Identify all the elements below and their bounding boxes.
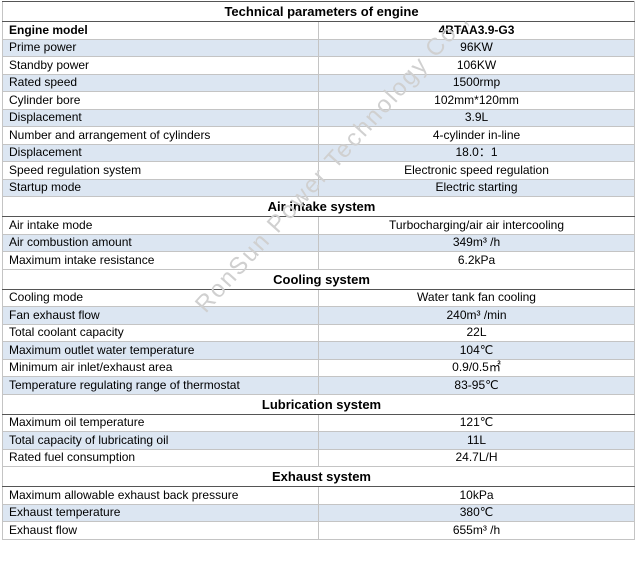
row-value: 83-95℃	[317, 376, 636, 395]
row-label: Rated speed	[2, 73, 319, 92]
engine-model-row: Engine model 4BTAA3.9-G3	[2, 21, 636, 40]
row-value: Water tank fan cooling	[317, 288, 636, 307]
row-label: Displacement	[2, 143, 319, 162]
table-row: Maximum outlet water temperature 104℃	[2, 341, 636, 360]
row-label: Total coolant capacity	[2, 323, 319, 342]
section-header-cooling: Cooling system	[1, 268, 636, 290]
row-label: Maximum intake resistance	[2, 251, 319, 270]
table-row: Exhaust flow 655m³ /h	[2, 521, 636, 540]
table-row: Prime power 96KW	[2, 38, 636, 57]
row-label: Cooling mode	[2, 288, 319, 307]
row-value: Turbocharging/air air intercooling	[317, 216, 636, 235]
row-value: 24.7L/H	[317, 448, 636, 467]
row-value: 655m³ /h	[317, 521, 636, 540]
section-title: Lubrication system	[1, 393, 636, 415]
section-title: Cooling system	[1, 268, 636, 290]
row-value: 10kPa	[317, 486, 636, 505]
table-row: Air intake mode Turbocharging/air air in…	[2, 216, 636, 235]
row-label: Maximum allowable exhaust back pressure	[2, 486, 319, 505]
row-value: 121℃	[317, 413, 636, 432]
row-value: 1500rmp	[317, 73, 636, 92]
table-row: Startup mode Electric starting	[2, 178, 636, 197]
row-label: Air combustion amount	[2, 233, 319, 252]
table-row: Rated fuel consumption 24.7L/H	[2, 448, 636, 467]
row-value: 240m³ /min	[317, 306, 636, 325]
row-value: 0.9/0.5㎡	[317, 358, 636, 377]
engine-spec-table: Technical parameters of engine Engine mo…	[1, 1, 636, 540]
table-row: Air combustion amount 349m³ /h	[2, 233, 636, 252]
table-row: Fan exhaust flow 240m³ /min	[2, 306, 636, 325]
section-header-exhaust: Exhaust system	[1, 466, 636, 487]
table-row: Displacement 18.0：1	[2, 143, 636, 162]
table-title: Technical parameters of engine	[1, 1, 636, 22]
row-label: Displacement	[2, 108, 319, 127]
row-value: 22L	[317, 323, 636, 342]
row-value: 3.9L	[317, 108, 636, 127]
row-value: 380℃	[317, 503, 636, 522]
table-row: Exhaust temperature 380℃	[2, 503, 636, 522]
table-row: Total coolant capacity 22L	[2, 323, 636, 342]
row-value: 4BTAA3.9-G3	[317, 21, 636, 40]
row-value: 349m³ /h	[317, 233, 636, 252]
table-title-row: Technical parameters of engine	[1, 1, 636, 22]
section-header-lubrication: Lubrication system	[1, 393, 636, 415]
row-label: Rated fuel consumption	[2, 448, 319, 467]
table-row: Minimum air inlet/exhaust area 0.9/0.5㎡	[2, 358, 636, 377]
row-value: 4-cylinder in-line	[317, 126, 636, 145]
row-label: Exhaust flow	[2, 521, 319, 540]
table-row: Displacement 3.9L	[2, 108, 636, 127]
row-label: Prime power	[2, 38, 319, 57]
row-label: Fan exhaust flow	[2, 306, 319, 325]
table-row: Standby power 106KW	[2, 56, 636, 75]
row-label: Startup mode	[2, 178, 319, 197]
section-title: Exhaust system	[1, 466, 636, 487]
table-row: Speed regulation system Electronic speed…	[2, 161, 636, 180]
row-label: Air intake mode	[2, 216, 319, 235]
row-label: Minimum air inlet/exhaust area	[2, 358, 319, 377]
row-value: 106KW	[317, 56, 636, 75]
section-header-air-intake: Air intake system	[1, 196, 636, 217]
table-row: Maximum oil temperature 121℃	[2, 413, 636, 432]
row-value: 102mm*120mm	[317, 91, 636, 110]
table-row: Total capacity of lubricating oil 11L	[2, 431, 636, 450]
row-label: Maximum oil temperature	[2, 413, 319, 432]
row-label: Cylinder bore	[2, 91, 319, 110]
table-row: Number and arrangement of cylinders 4-cy…	[2, 126, 636, 145]
row-value: 6.2kPa	[317, 251, 636, 270]
row-value: 104℃	[317, 341, 636, 360]
row-label: Engine model	[2, 21, 319, 40]
row-label: Number and arrangement of cylinders	[2, 126, 319, 145]
row-label: Standby power	[2, 56, 319, 75]
row-label: Temperature regulating range of thermost…	[2, 376, 319, 395]
row-label: Speed regulation system	[2, 161, 319, 180]
row-value: 96KW	[317, 38, 636, 57]
section-title: Air intake system	[1, 196, 636, 217]
table-row: Maximum intake resistance 6.2kPa	[2, 251, 636, 270]
row-label: Total capacity of lubricating oil	[2, 431, 319, 450]
row-value: Electric starting	[317, 178, 636, 197]
row-label: Maximum outlet water temperature	[2, 341, 319, 360]
table-row: Cooling mode Water tank fan cooling	[2, 288, 636, 307]
row-label: Exhaust temperature	[2, 503, 319, 522]
row-value: 18.0：1	[317, 143, 636, 162]
row-value: Electronic speed regulation	[317, 161, 636, 180]
table-row: Temperature regulating range of thermost…	[2, 376, 636, 395]
table-row: Rated speed 1500rmp	[2, 73, 636, 92]
table-row: Maximum allowable exhaust back pressure …	[2, 486, 636, 505]
table-row: Cylinder bore 102mm*120mm	[2, 91, 636, 110]
row-value: 11L	[317, 431, 636, 450]
